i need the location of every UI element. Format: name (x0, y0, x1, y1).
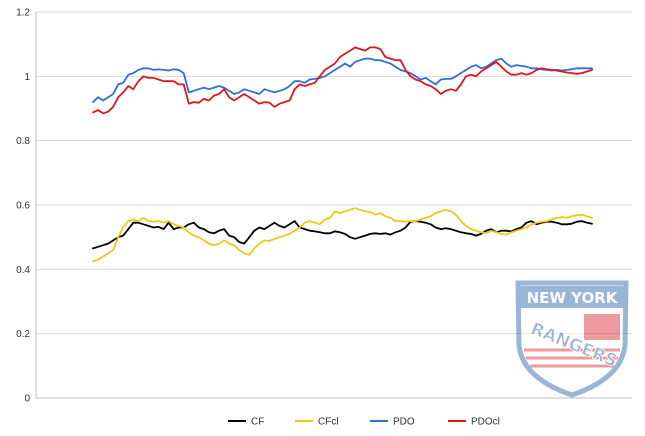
logo-stripes (524, 348, 620, 368)
y-tick-label: 1.2 (16, 8, 30, 19)
legend-label: PDO (393, 417, 415, 428)
logo-text-new-york: NEW YORK (527, 289, 619, 307)
series-line-cf (92, 220, 593, 250)
legend-item-pdo: PDO (370, 417, 415, 428)
series-line-pdocl (92, 46, 593, 115)
legend: CF CFcl PDO PDOcl (228, 417, 500, 428)
legend-label: CFcl (318, 417, 339, 428)
new-york-rangers-logo: NEW YORK RANGERS (515, 280, 629, 398)
y-tick-label: 0 (24, 394, 30, 405)
y-tick-label: 0.8 (16, 136, 30, 147)
y-tick-label: 0.2 (16, 329, 30, 340)
gridlines (36, 11, 632, 335)
series-line-pdo (92, 57, 593, 103)
series-line-cfcl (92, 207, 593, 263)
legend-item-pdocl: PDOcl (448, 417, 500, 428)
y-axis-ticks: 0 0.2 0.4 0.6 0.8 1 1.2 (16, 8, 30, 405)
legend-item-cfcl: CFcl (295, 417, 339, 428)
logo-red-field (584, 314, 620, 340)
legend-label: CF (251, 417, 264, 428)
legend-label: PDOcl (471, 417, 500, 428)
y-tick-label: 0.4 (16, 265, 30, 276)
y-tick-label: 1 (24, 72, 30, 83)
logo-band (520, 286, 624, 308)
legend-item-cf: CF (228, 417, 264, 428)
y-tick-label: 0.6 (16, 201, 30, 212)
axes (35, 12, 632, 399)
logo-shield (515, 280, 629, 398)
series-lines (92, 46, 593, 263)
